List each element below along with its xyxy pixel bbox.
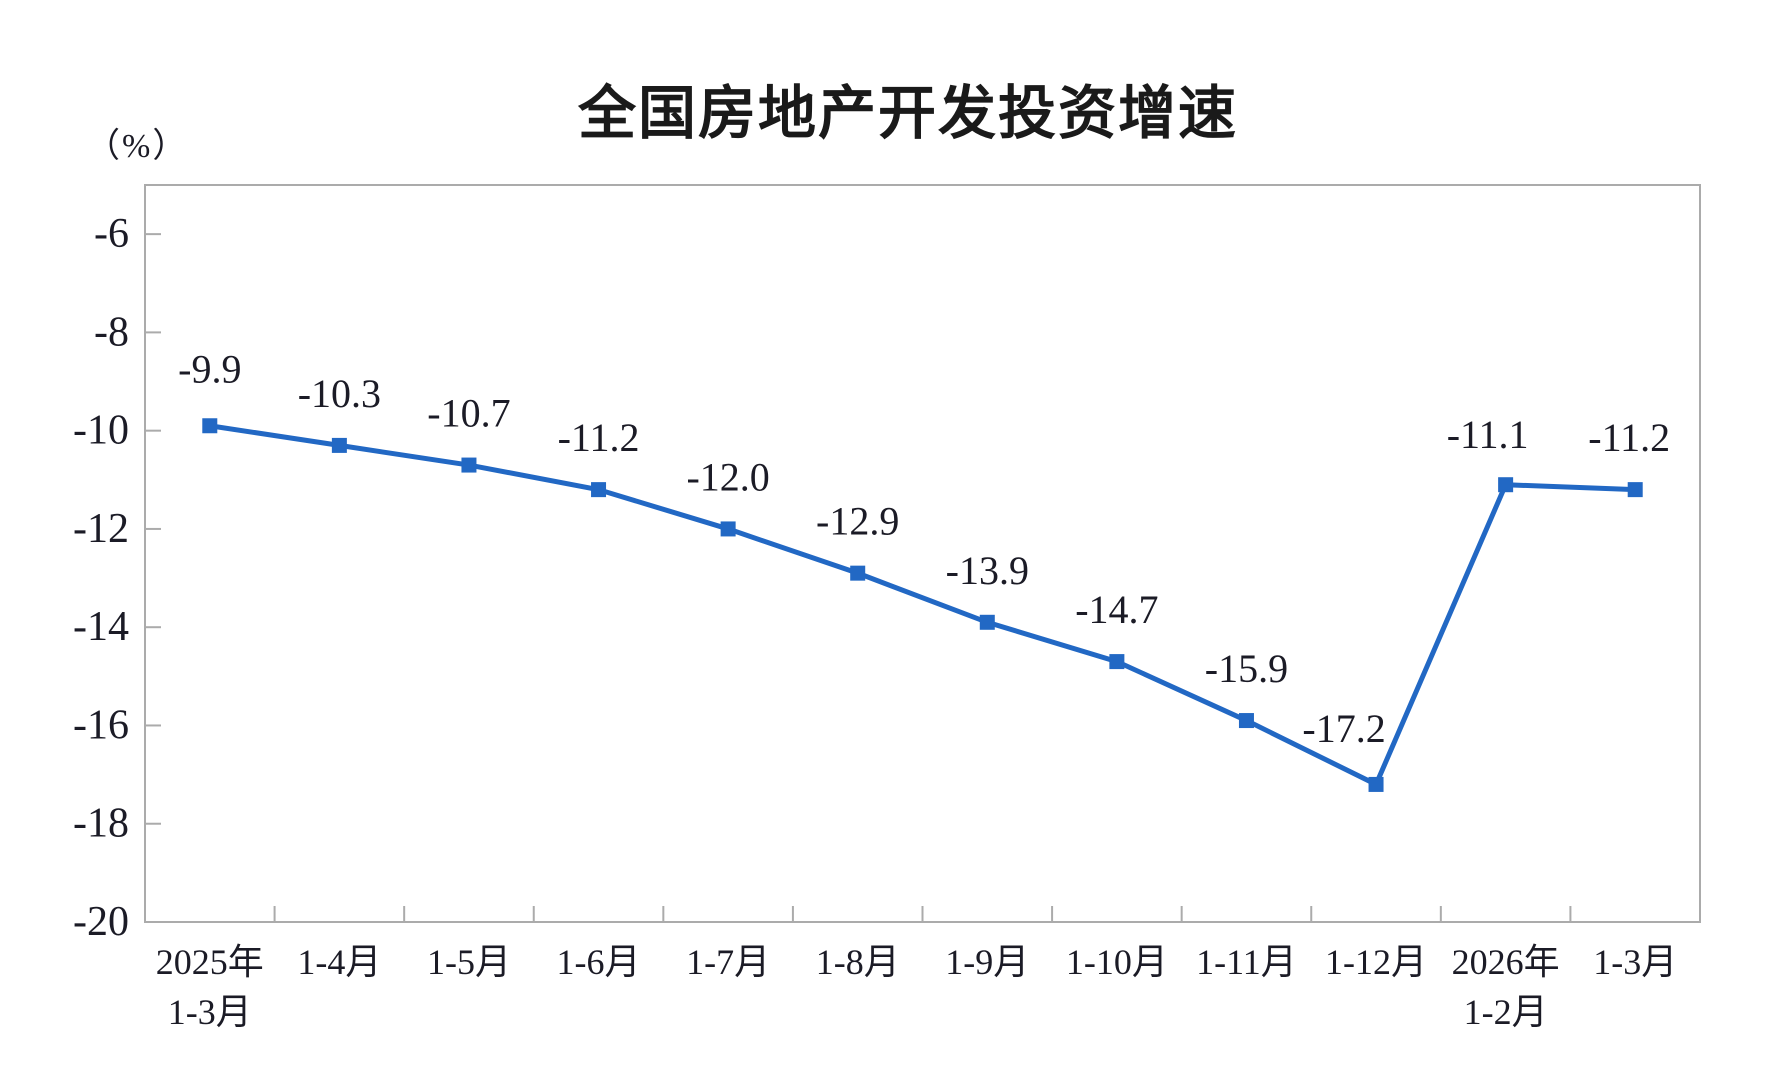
x-axis-label: 1-3月: [1593, 942, 1677, 982]
data-point-label: -13.9: [946, 548, 1029, 593]
data-point-label: -10.3: [298, 371, 381, 416]
data-point-label: -10.7: [427, 391, 510, 436]
series-line: [209, 423, 1636, 788]
x-axis-label: 1-12月: [1325, 942, 1427, 982]
data-point-label: -15.9: [1205, 646, 1288, 691]
data-point-label: -12.0: [686, 454, 769, 499]
x-axis-label-line2: 1-2月: [1464, 992, 1548, 1032]
x-axis-label-line2: 1-3月: [168, 992, 252, 1032]
data-point-marker: [850, 565, 866, 581]
y-axis-tick-label: -20: [73, 899, 129, 945]
plot-border: [144, 184, 1701, 923]
data-point-label: -14.7: [1075, 587, 1158, 632]
y-axis-tick-label: -16: [73, 702, 129, 748]
data-point-marker: [1109, 654, 1125, 670]
data-point-label: -12.9: [816, 499, 899, 544]
y-axis-tick-label: -18: [73, 801, 129, 847]
data-point-marker: [979, 614, 995, 630]
data-point-label: -9.9: [178, 346, 241, 391]
data-point-marker: [461, 457, 477, 473]
chart-title: 全国房地产开发投资增速: [577, 79, 1239, 147]
data-point-marker: [591, 482, 607, 498]
y-axis-tick-label: -10: [73, 408, 129, 454]
data-point-marker: [720, 521, 736, 537]
x-axis-label: 1-7月: [686, 942, 770, 982]
x-axis-label: 1-9月: [945, 942, 1029, 982]
x-axis-label: 2025年: [156, 942, 264, 982]
x-axis-label: 1-6月: [557, 942, 641, 982]
x-axis-label: 1-8月: [816, 942, 900, 982]
y-axis-tick-label: -12: [73, 506, 129, 552]
y-axis-tick-label: -8: [94, 309, 129, 355]
x-axis-label: 1-10月: [1066, 942, 1168, 982]
data-point-marker: [1627, 482, 1643, 498]
data-point-label: -17.2: [1302, 706, 1385, 751]
data-point-marker: [1238, 713, 1254, 729]
x-axis-label: 1-4月: [297, 942, 381, 982]
x-axis-label: 1-11月: [1196, 942, 1297, 982]
y-axis-tick-label: -14: [73, 604, 129, 650]
x-axis-label: 1-5月: [427, 942, 511, 982]
data-point-marker: [202, 418, 218, 434]
data-point-label: -11.2: [1588, 415, 1670, 460]
x-axis-label: 2026年: [1452, 942, 1560, 982]
data-point-marker: [1368, 776, 1384, 792]
y-axis-tick-label: -6: [94, 211, 129, 257]
data-point-label: -11.2: [558, 415, 640, 460]
data-point-marker: [331, 437, 347, 453]
data-point-label: -11.1: [1447, 412, 1529, 457]
y-axis-unit-label: （%）: [86, 128, 189, 165]
data-point-marker: [1498, 477, 1514, 493]
